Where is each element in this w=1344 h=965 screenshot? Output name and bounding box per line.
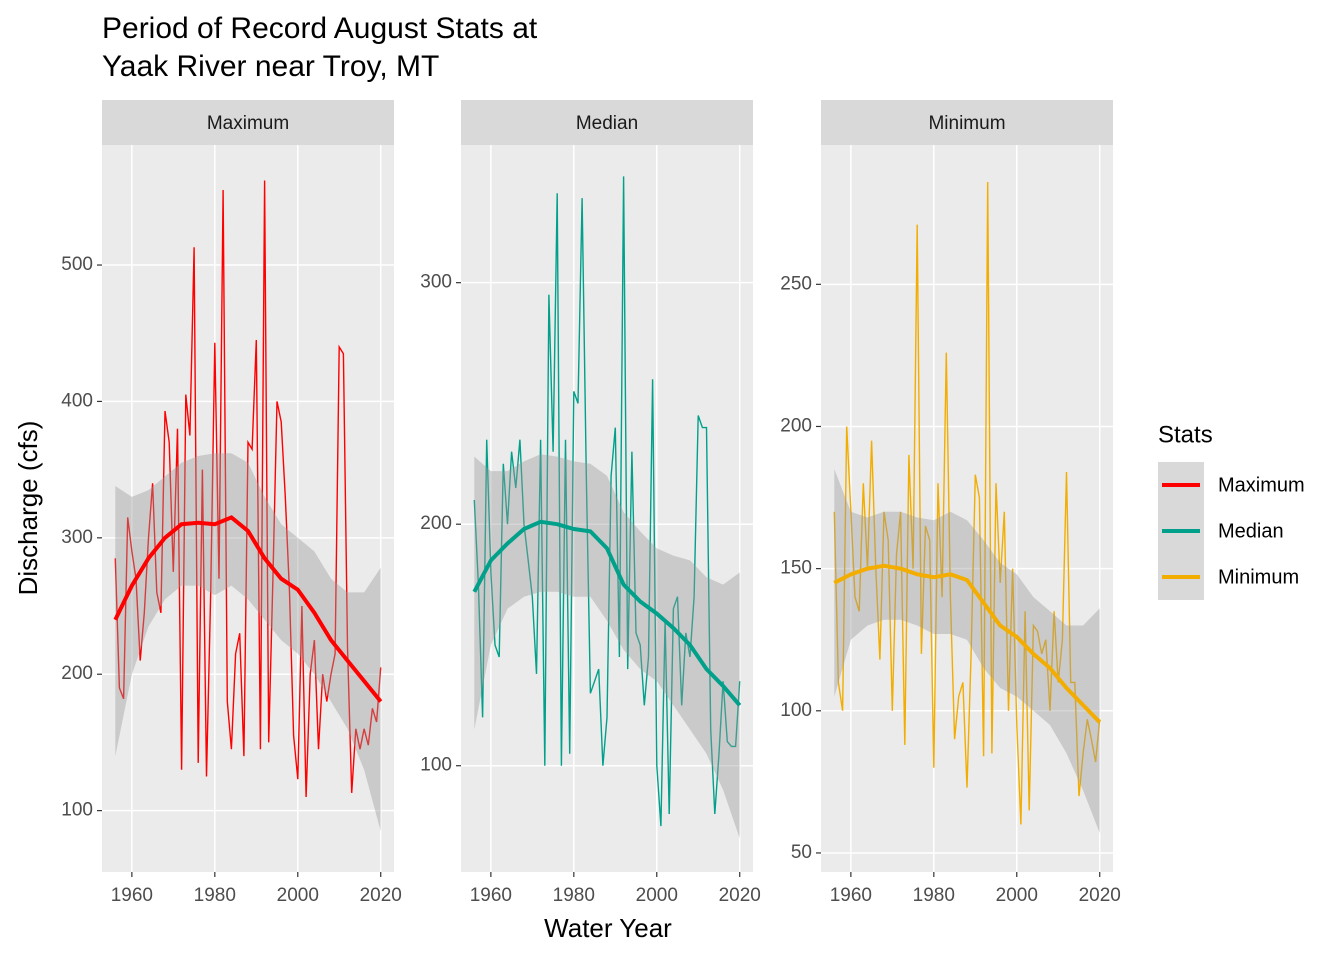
confidence-band bbox=[474, 454, 740, 839]
y-tick-label: 100 bbox=[420, 755, 452, 776]
strip-background bbox=[821, 100, 1113, 145]
legend-title: Stats bbox=[1158, 421, 1213, 448]
y-tick-label: 500 bbox=[61, 254, 93, 275]
x-tick-label: 1960 bbox=[830, 885, 872, 906]
x-tick-label: 1980 bbox=[913, 885, 955, 906]
strip-label: Maximum bbox=[207, 113, 289, 134]
x-tick-label: 2020 bbox=[1079, 885, 1121, 906]
x-tick-label: 2020 bbox=[360, 885, 402, 906]
x-axis-title: Water Year bbox=[544, 913, 672, 943]
y-tick-label: 200 bbox=[61, 663, 93, 684]
y-tick-label: 200 bbox=[420, 513, 452, 534]
confidence-band bbox=[115, 453, 381, 832]
x-tick-label: 1960 bbox=[470, 885, 512, 906]
y-tick-label: 50 bbox=[791, 842, 812, 863]
data-line bbox=[833, 181, 1101, 825]
smooth-line bbox=[113, 515, 383, 703]
y-tick-label: 250 bbox=[780, 273, 812, 294]
data-line bbox=[473, 176, 741, 827]
confidence-band bbox=[834, 469, 1100, 833]
x-tick-label: 2020 bbox=[719, 885, 761, 906]
y-tick-label: 100 bbox=[61, 800, 93, 821]
y-tick-label: 300 bbox=[61, 527, 93, 548]
strip-background bbox=[102, 100, 394, 145]
y-tick-label: 400 bbox=[61, 390, 93, 411]
y-tick-label: 100 bbox=[780, 700, 812, 721]
y-tick-label: 200 bbox=[780, 415, 812, 436]
y-axis-title: Discharge (cfs) bbox=[13, 421, 43, 596]
strip-background bbox=[461, 100, 753, 145]
smooth-line bbox=[472, 519, 742, 707]
smooth-line bbox=[833, 563, 1102, 724]
x-tick-label: 2000 bbox=[996, 885, 1038, 906]
legend-label: Maximum bbox=[1218, 474, 1305, 496]
x-tick-label: 2000 bbox=[636, 885, 678, 906]
x-tick-label: 1960 bbox=[111, 885, 153, 906]
chart-title: Period of Record August Stats at bbox=[102, 12, 538, 45]
legend-label: Median bbox=[1218, 520, 1284, 542]
strip-label: Median bbox=[576, 113, 638, 134]
x-tick-label: 2000 bbox=[277, 885, 319, 906]
panel-background bbox=[461, 145, 753, 872]
x-tick-label: 1980 bbox=[194, 885, 236, 906]
y-tick-label: 150 bbox=[780, 558, 812, 579]
strip-label: Minimum bbox=[928, 113, 1005, 134]
legend-label: Minimum bbox=[1218, 566, 1299, 588]
y-tick-label: 300 bbox=[420, 272, 452, 293]
data-line bbox=[114, 180, 382, 798]
x-tick-label: 1980 bbox=[553, 885, 595, 906]
chart-title: Yaak River near Troy, MT bbox=[102, 50, 439, 83]
